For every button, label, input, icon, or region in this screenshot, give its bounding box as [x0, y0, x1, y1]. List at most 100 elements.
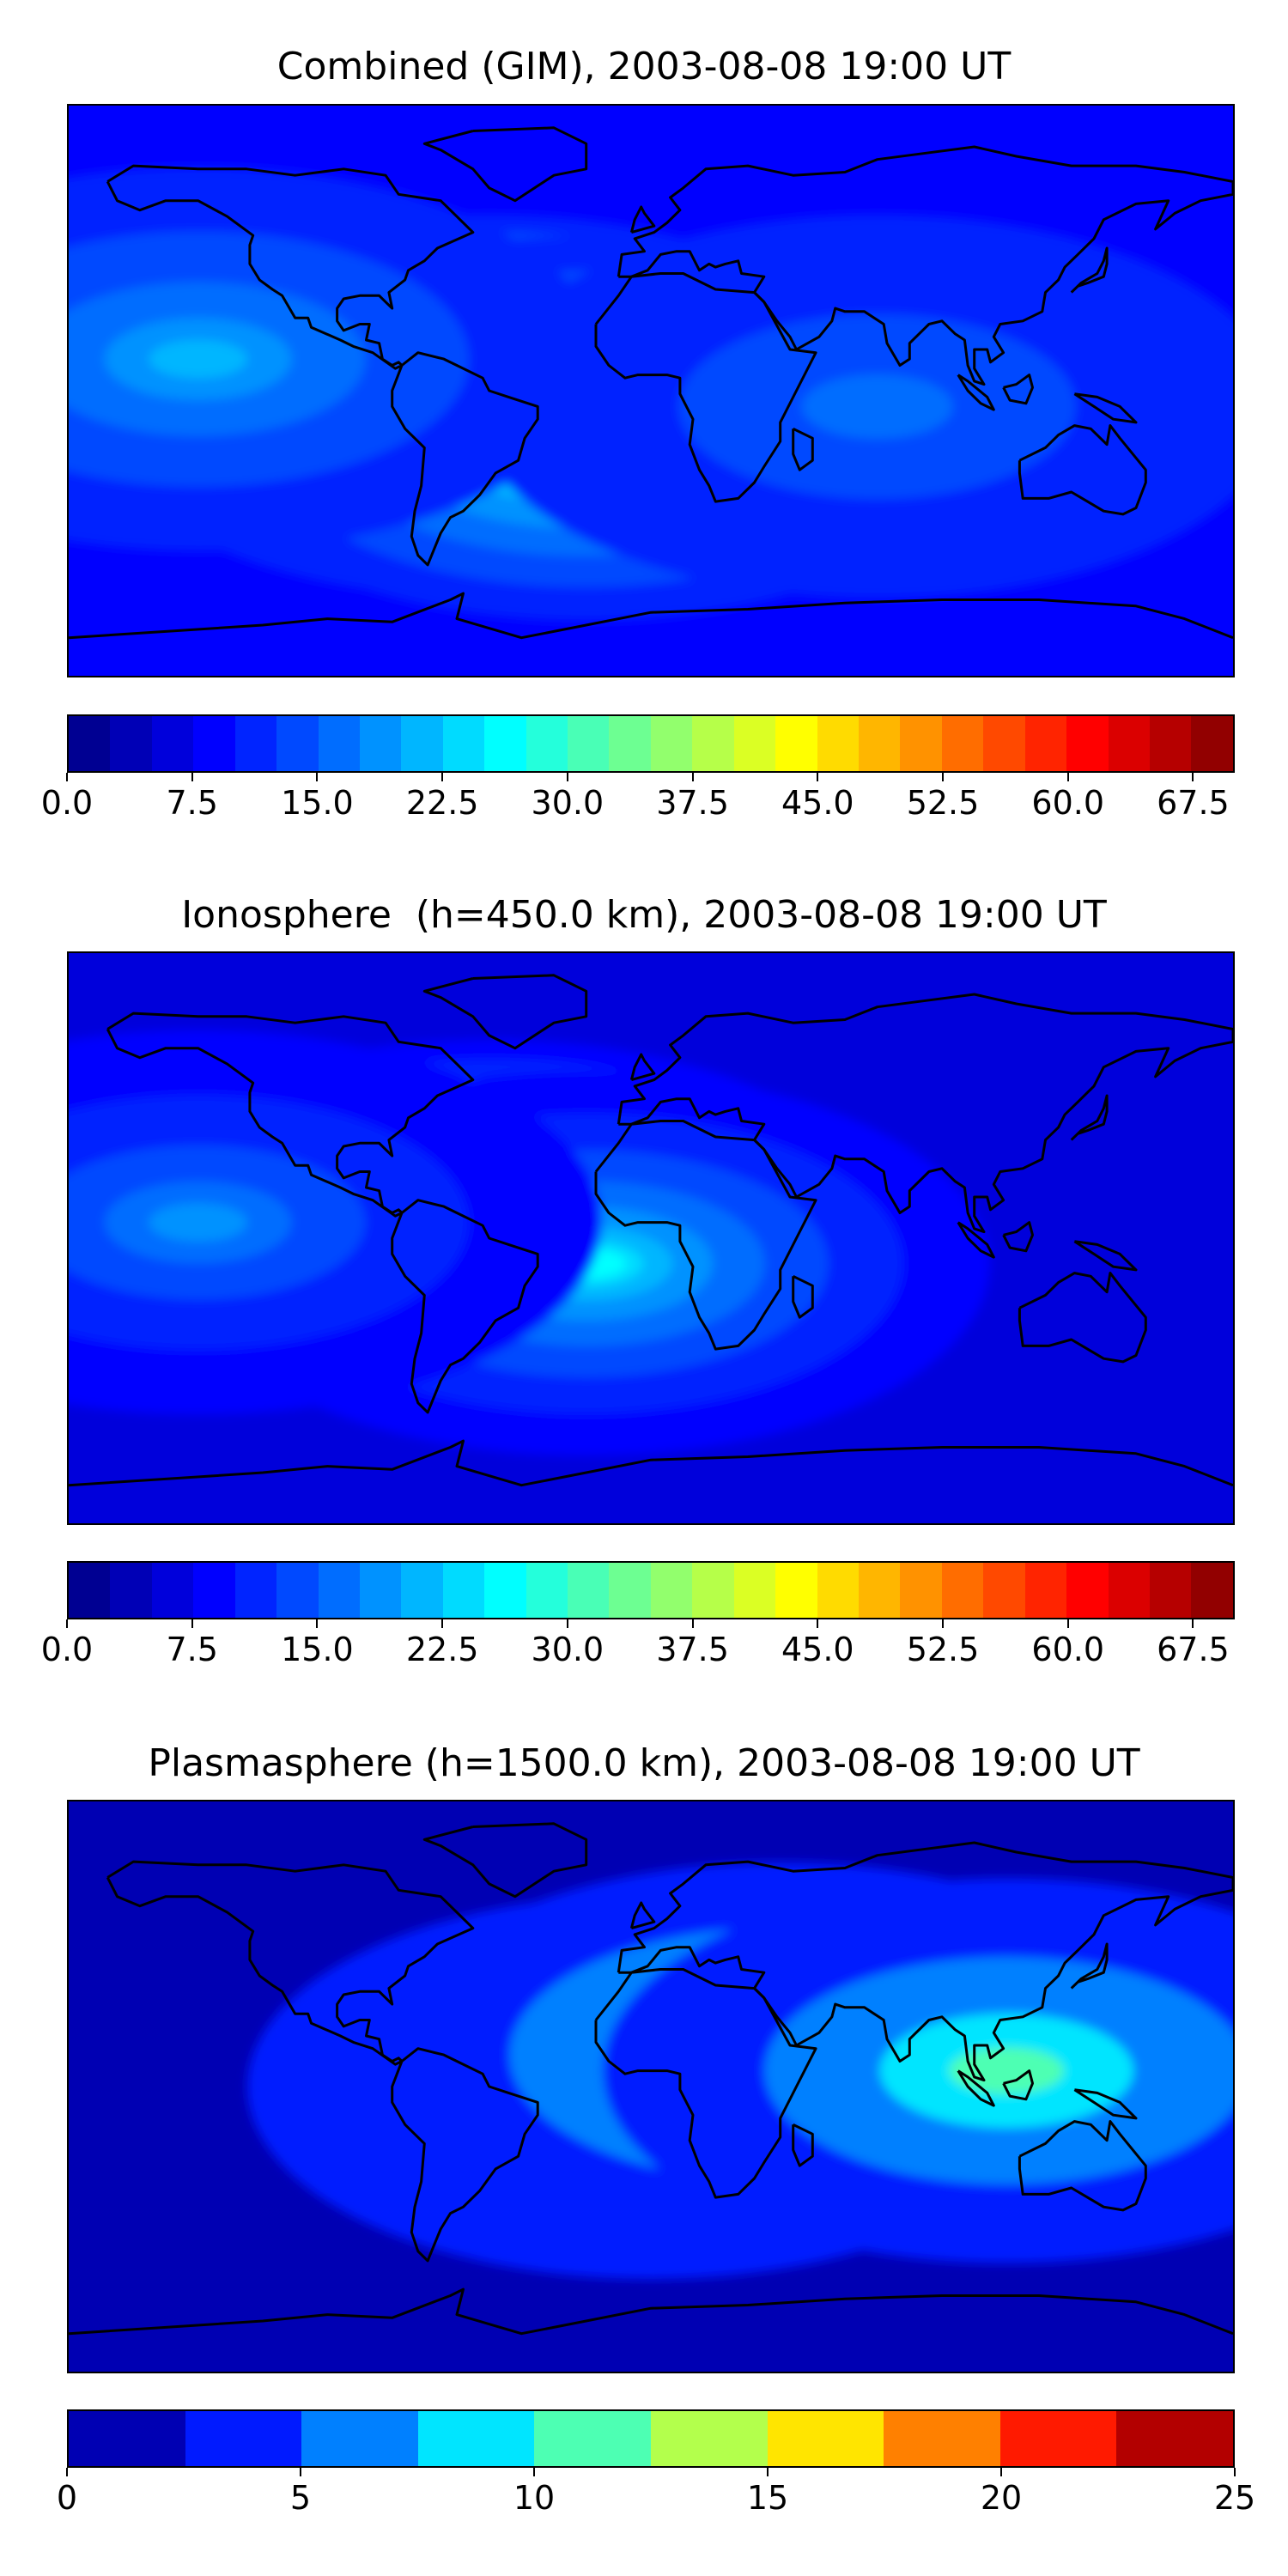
colorbar-segment	[1024, 1563, 1067, 1618]
colorbar-segment	[692, 716, 734, 771]
colorbar-tick	[191, 1619, 193, 1628]
colorbar-tick	[316, 1619, 319, 1628]
colorbar-tick	[691, 1619, 694, 1628]
panel-1-colorbar	[67, 714, 1235, 773]
colorbar-segment	[401, 716, 443, 771]
colorbar-segment	[609, 716, 651, 771]
colorbar-tick	[1192, 773, 1194, 781]
colorbar-tick-label: 22.5	[405, 1631, 479, 1668]
panel-2-title: Ionosphere (h=450.0 km), 2003-08-08 19:0…	[181, 893, 1107, 937]
colorbar-tick	[942, 1619, 944, 1628]
colorbar-tick-label: 60.0	[1031, 784, 1105, 822]
panel-3-colorbar-ticks: 0 5 10 15 20 25	[57, 2468, 1255, 2516]
colorbar-tick	[691, 773, 694, 781]
colorbar-segment	[1149, 1563, 1192, 1618]
colorbar-segment	[650, 716, 693, 771]
panel-3-colorbar	[67, 2409, 1235, 2468]
colorbar-segment	[318, 716, 360, 771]
coastline-0	[106, 1860, 475, 2066]
colorbar-tick-label: 60.0	[1031, 1631, 1105, 1668]
colorbar-segment	[650, 2411, 768, 2466]
coastline-8	[1070, 1942, 1109, 1990]
colorbar-tick-label: 15.0	[281, 784, 354, 822]
coastline-1	[391, 2047, 539, 2263]
colorbar-tick-label: 7.5	[166, 784, 218, 822]
colorbar-segment	[442, 1563, 485, 1618]
colorbar-segment	[775, 1563, 817, 1618]
colorbar-tick	[566, 773, 568, 781]
coastline-5	[422, 1822, 588, 1899]
coastline-11	[1073, 1240, 1138, 1272]
colorbar-tick	[441, 1619, 444, 1628]
coastline-7	[792, 2123, 814, 2167]
coastline-9	[957, 374, 995, 411]
colorbar-tick	[1066, 773, 1069, 781]
colorbar-segment	[193, 1563, 235, 1618]
colorbar-tick	[767, 2468, 769, 2476]
coastline-5	[422, 974, 588, 1050]
colorbar-segment	[859, 716, 901, 771]
colorbar-tick-label: 15.0	[281, 1631, 354, 1668]
coastlines	[69, 126, 1233, 640]
colorbar-segment	[859, 1563, 901, 1618]
colorbar-tick	[441, 773, 444, 781]
colorbar-tick	[191, 773, 193, 781]
colorbar-segment	[1116, 2411, 1233, 2466]
colorbar-segment	[817, 1563, 860, 1618]
colorbar-tick	[942, 773, 944, 781]
colorbar-tick	[1234, 2468, 1236, 2476]
coastline-7	[792, 1274, 814, 1319]
colorbar-segment	[185, 2411, 302, 2466]
panel-1-colorbar-ticks: 0.0 7.5 15.0 22.5 30.0 37.5 45.0 52.5 60.0 67.5	[41, 773, 1235, 821]
coastline-9	[957, 2069, 995, 2107]
colorbar-tick-label: 37.5	[656, 784, 729, 822]
colorbar-tick-label: 67.5	[1157, 784, 1230, 822]
colorbar-tick	[66, 2468, 68, 2476]
contour-level-3-6	[801, 374, 953, 439]
coastline-9	[957, 1221, 995, 1259]
colorbar-tick-label: 25	[1213, 2479, 1256, 2517]
colorbar-segment	[276, 716, 319, 771]
coastline-10	[1002, 374, 1034, 405]
panel-2-colorbar-ticks: 0.0 7.5 15.0 22.5 30.0 37.5 45.0 52.5 60.0 67.5	[41, 1619, 1235, 1668]
colorbar-segment	[817, 716, 860, 771]
colorbar-tick-label: 52.5	[906, 784, 980, 822]
coastline-0	[106, 1012, 475, 1218]
colorbar-segment	[110, 1563, 152, 1618]
colorbar-tick-label: 0.0	[40, 784, 94, 822]
coastline-6	[69, 1439, 1233, 1487]
coastline-0	[106, 164, 475, 370]
colorbar-segment	[276, 1563, 319, 1618]
colorbar-tick-label: 67.5	[1157, 1631, 1230, 1668]
colorbar-segment	[568, 716, 610, 771]
colorbar-segment	[526, 1563, 568, 1618]
colorbar-tick-label: 30.0	[531, 784, 605, 822]
colorbar-tick-label: 45.0	[781, 1631, 854, 1668]
colorbar-tick	[1000, 2468, 1002, 2476]
coastline-2	[594, 272, 817, 503]
coastlines	[69, 1822, 1233, 2336]
coastline-4	[1018, 1272, 1147, 1364]
coastline-3	[617, 993, 1233, 1234]
colorbar-segment	[417, 2411, 535, 2466]
coastline-2	[594, 1968, 817, 2199]
panel-2-tec-map	[67, 951, 1235, 1525]
colorbar-tick	[300, 2468, 301, 2476]
panel-3-title: Plasmasphere (h=1500.0 km), 2003-08-08 1…	[148, 1741, 1140, 1785]
colorbar-segment	[318, 1563, 360, 1618]
colorbar-segment	[69, 716, 111, 771]
colorbar-tick	[566, 1619, 568, 1628]
panel-3-tec-map	[67, 1800, 1235, 2373]
colorbar-segment	[775, 716, 817, 771]
colorbar-segment	[983, 716, 1025, 771]
coastline-3	[617, 145, 1233, 386]
colorbar-segment	[526, 716, 568, 771]
colorbar-segment	[733, 1563, 776, 1618]
colorbar-segment	[442, 716, 485, 771]
colorbar-segment	[193, 716, 235, 771]
coastline-6	[69, 592, 1233, 640]
coastline-1	[391, 351, 539, 567]
colorbar-segment	[1191, 716, 1233, 771]
colorbar-segment	[733, 716, 776, 771]
colorbar-segment	[900, 1563, 942, 1618]
